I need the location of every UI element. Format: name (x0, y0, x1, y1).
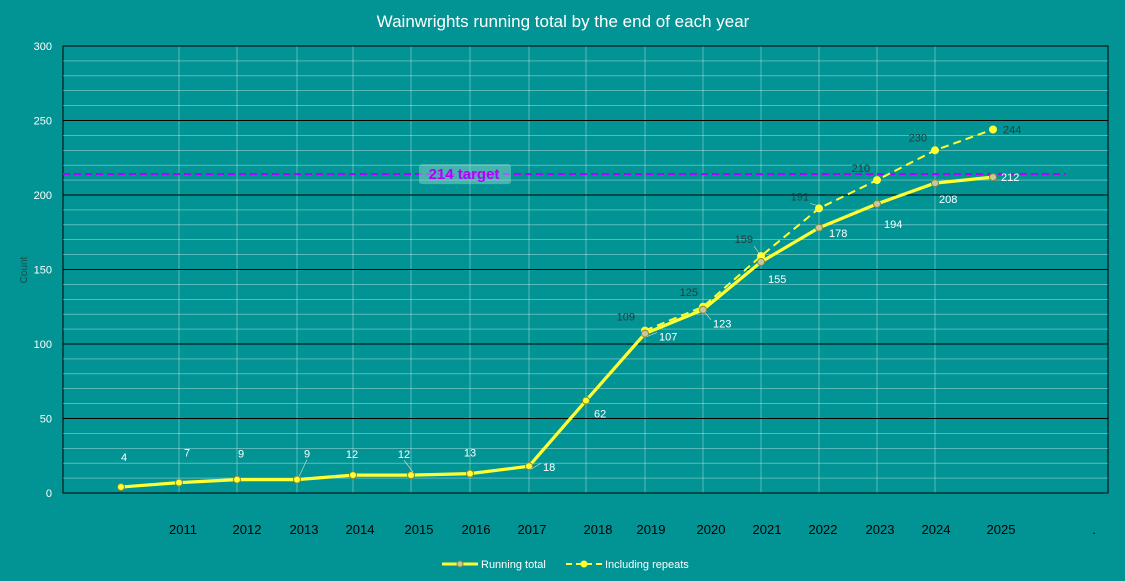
data-label-including-repeats: 159 (735, 234, 753, 246)
data-label-including-repeats: 230 (909, 132, 927, 144)
y-axis-label: Count (19, 256, 30, 283)
data-point-including-repeats (931, 146, 939, 155)
x-tick-label: 2020 (697, 522, 726, 537)
series-line-running-total (120, 175, 994, 489)
data-point-running-total (293, 475, 301, 484)
data-label-running-total: 208 (939, 194, 957, 206)
data-label-running-total: 7 (184, 448, 190, 460)
x-tick-label: 2012 (233, 522, 262, 537)
legend: Running total Including repeats (442, 559, 689, 571)
x-tick-label: 2023 (866, 522, 895, 537)
data-label-leader (298, 459, 308, 477)
data-point-running-total (873, 199, 881, 208)
data-label-leader (809, 203, 818, 206)
data-label-including-repeats: 210 (852, 163, 870, 175)
x-tick-label: 2014 (346, 522, 375, 537)
y-tick-label: 100 (34, 339, 52, 351)
data-label-running-total: 18 (543, 462, 555, 474)
x-tick-label: 2025 (987, 522, 1016, 537)
data-point-running-total (117, 483, 125, 492)
data-label-including-repeats: 125 (680, 287, 698, 299)
data-label-leader (403, 459, 414, 473)
data-label-running-total: 13 (464, 448, 476, 460)
data-label-running-total: 9 (238, 449, 244, 461)
legend-label-including-repeats: Including repeats (605, 559, 689, 571)
x-tick-label: 2011 (169, 522, 197, 537)
y-tick-label: 200 (34, 190, 52, 202)
data-label-running-total: 4 (121, 452, 127, 464)
data-label-running-total: 194 (884, 219, 902, 231)
x-tick-label: 2017 (518, 522, 547, 537)
target-label-background (419, 164, 511, 185)
data-label-leader (753, 245, 760, 254)
data-point-including-repeats (815, 204, 823, 213)
legend-label-running-total: Running total (481, 559, 546, 571)
data-label-including-repeats: 244 (1003, 124, 1021, 136)
legend-marker-running-total (456, 560, 464, 568)
data-label-including-repeats: 109 (617, 312, 635, 324)
data-point-including-repeats (989, 125, 997, 134)
x-tick-label: 2013 (290, 522, 319, 537)
data-label-leader (646, 332, 658, 337)
x-tick-label: 2019 (637, 522, 666, 537)
data-point-running-total (699, 305, 707, 314)
data-point-including-repeats (873, 176, 881, 185)
x-tick-label: . (1092, 522, 1096, 537)
x-tick-label: 2024 (922, 522, 951, 537)
x-tick-label: 2018 (584, 522, 613, 537)
data-label-running-total: 12 (346, 449, 358, 461)
y-tick-label: 300 (34, 41, 52, 53)
data-point-running-total (582, 396, 590, 405)
data-label-running-total: 123 (713, 319, 731, 331)
data-point-running-total (349, 471, 357, 480)
data-point-running-total (525, 462, 533, 471)
data-label-running-total: 178 (829, 228, 847, 240)
data-label-running-total: 155 (768, 274, 786, 286)
data-point-running-total (175, 478, 183, 487)
chart-title: Wainwrights running total by the end of … (377, 12, 750, 31)
data-point-running-total (466, 469, 474, 478)
data-label-running-total: 62 (594, 409, 606, 421)
x-tick-label: 2022 (809, 522, 838, 537)
data-point-running-total (815, 223, 823, 232)
x-tick-label: 2021 (753, 522, 782, 537)
data-label-running-total: 9 (304, 449, 310, 461)
y-tick-label: 150 (34, 265, 52, 277)
data-label-running-total: 212 (1001, 172, 1019, 184)
y-tick-label: 0 (46, 488, 52, 500)
data-label-including-repeats: 191 (791, 191, 809, 203)
x-tick-label: 2015 (405, 522, 434, 537)
legend-marker-including-repeats (580, 560, 588, 568)
data-point-running-total (233, 475, 241, 484)
data-point-running-total (407, 471, 415, 480)
y-tick-label: 250 (34, 116, 52, 128)
data-point-running-total (641, 329, 649, 338)
data-label-running-total: 12 (398, 449, 410, 461)
data-label-running-total: 107 (659, 332, 677, 344)
y-tick-label: 50 (40, 414, 52, 426)
data-point-running-total (931, 179, 939, 188)
data-label-leader (704, 312, 712, 320)
plot-area: 0 50 100 150 200 250 300 2011 2012 2013 2014 2015 20… (34, 41, 1109, 537)
data-label-leader (530, 462, 542, 470)
target-label: 214 target (429, 166, 500, 183)
data-point-running-total (989, 173, 997, 182)
data-point-running-total (757, 258, 765, 267)
x-tick-label: 2016 (462, 522, 491, 537)
